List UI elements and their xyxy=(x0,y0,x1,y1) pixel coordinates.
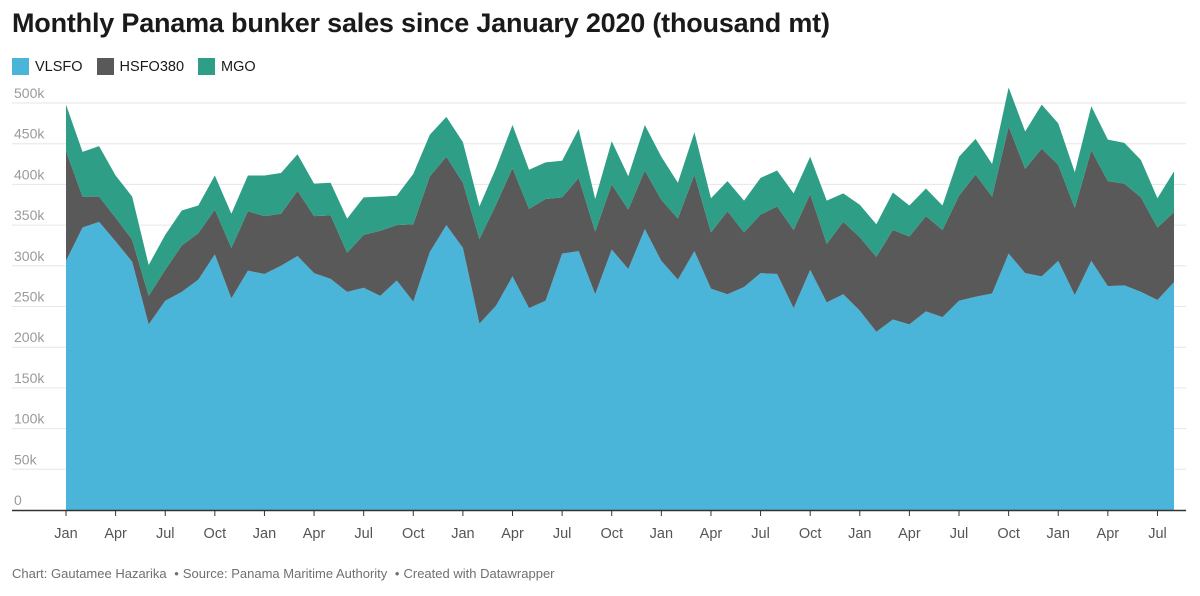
footer-source: Source: Panama Maritime Authority xyxy=(182,566,388,581)
x-tick-label: Jan xyxy=(848,526,871,542)
x-tick-label: Oct xyxy=(799,526,822,542)
legend-item-hsfo380: HSFO380 xyxy=(96,58,185,75)
x-tick-label: Oct xyxy=(997,526,1020,542)
y-tick-label: 50k xyxy=(14,451,38,467)
footer-credit: Chart: Gautamee Hazarika xyxy=(12,566,167,581)
x-tick-label: Apr xyxy=(700,526,723,542)
x-tick-label: Apr xyxy=(303,526,326,542)
stacked-area-chart: 500k 450k 400k 350k 300k 250k 200k 150k 100k 50k 0… xyxy=(12,85,1186,542)
x-tick-label: Apr xyxy=(1097,526,1120,542)
footer-separator: • xyxy=(394,566,400,581)
x-tick-label: Oct xyxy=(402,526,425,542)
x-tick-label: Jan xyxy=(253,526,276,542)
y-tick-label: 200k xyxy=(14,329,45,345)
y-tick-label: 100k xyxy=(14,411,45,427)
y-tick-label: 150k xyxy=(14,370,45,386)
x-tick-label: Apr xyxy=(898,526,921,542)
y-tick-label: 400k xyxy=(14,166,45,182)
x-tick-label: Apr xyxy=(501,526,524,542)
y-tick-label: 300k xyxy=(14,248,45,264)
x-tick-label: Oct xyxy=(600,526,623,542)
y-tick-label: 250k xyxy=(14,289,45,305)
x-tick-label: Jan xyxy=(650,526,673,542)
x-tick-label: Jan xyxy=(54,526,77,542)
x-tick-label: Jul xyxy=(354,526,373,542)
x-tick-label: Oct xyxy=(204,526,227,542)
x-tick-label: Jul xyxy=(751,526,770,542)
legend-item-mgo: MGO xyxy=(198,58,256,75)
x-tick-label: Jul xyxy=(553,526,572,542)
chart-title: Monthly Panama bunker sales since Januar… xyxy=(12,8,830,38)
y-tick-label: 500k xyxy=(14,85,45,101)
legend-label-hsfo380: HSFO380 xyxy=(119,58,185,75)
area-series-hsfo380 xyxy=(66,126,1174,332)
x-tick-label: Jan xyxy=(451,526,474,542)
x-tick-label: Jan xyxy=(1047,526,1070,542)
x-tick-label: Jul xyxy=(156,526,175,542)
y-tick-label: 0 xyxy=(14,492,22,508)
area-series-mgo xyxy=(66,87,1174,296)
chart-footer: Chart: Gautamee Hazarika • Source: Panama… xyxy=(12,566,555,581)
x-tick-label: Apr xyxy=(104,526,127,542)
chart-legend: VLSFO HSFO380 MGO xyxy=(12,58,256,75)
area-series-vlsfo xyxy=(66,221,1174,510)
y-tick-label: 350k xyxy=(14,207,45,223)
footer-separator: • xyxy=(174,566,179,581)
legend-swatch-hsfo380 xyxy=(96,58,114,75)
legend-label-vlsfo: VLSFO xyxy=(35,58,83,75)
legend-item-vlsfo: VLSFO xyxy=(12,58,83,75)
legend-swatch-vlsfo xyxy=(12,58,29,75)
legend-label-mgo: MGO xyxy=(221,58,256,75)
footer-tool: Created with Datawrapper xyxy=(403,566,555,581)
y-tick-label: 450k xyxy=(14,126,45,142)
x-tick-label: Jul xyxy=(950,526,969,542)
x-tick-label: Jul xyxy=(1148,526,1167,542)
legend-swatch-mgo xyxy=(198,58,216,75)
